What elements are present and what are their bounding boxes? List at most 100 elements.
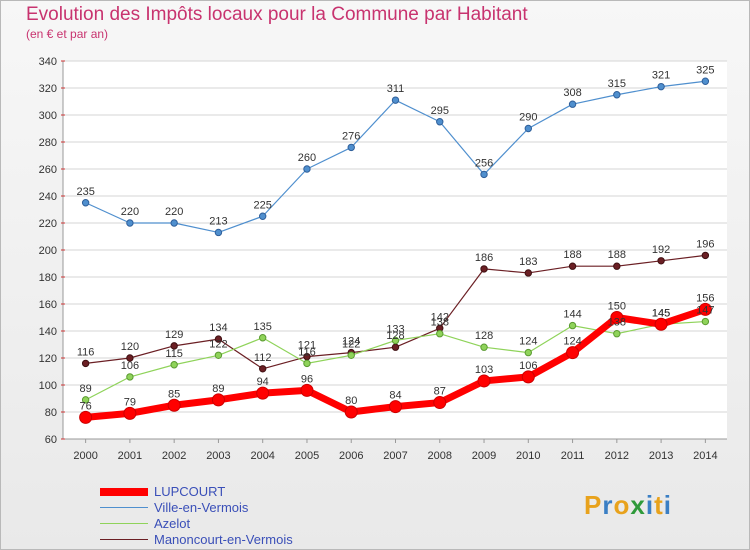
y-tick-label: 220 [39,218,57,230]
data-point [568,262,577,270]
x-tick-label: 2010 [516,450,540,462]
data-label: 315 [608,78,626,90]
x-tick-label: 2002 [162,450,186,462]
logo-letter: t [654,490,664,520]
data-point [344,405,358,419]
data-label: 120 [121,341,139,353]
logo-letter: i [663,490,672,520]
data-label: 144 [563,309,581,321]
data-label: 129 [165,329,183,341]
y-tick-label: 180 [39,272,57,284]
legend-swatch [100,488,148,496]
data-point [256,386,270,400]
data-label: 115 [165,348,183,360]
y-tick-label: 320 [39,83,57,95]
data-label: 128 [475,330,493,342]
data-label: 142 [431,311,449,323]
data-point [657,82,665,91]
data-label: 150 [608,301,626,313]
data-label: 89 [80,383,92,395]
data-label: 295 [431,105,449,117]
y-tick-label: 280 [39,137,57,149]
data-label: 188 [608,249,626,261]
data-point [214,228,223,237]
data-label: 87 [434,386,446,398]
data-label: 308 [563,87,581,99]
x-tick-label: 2005 [295,450,319,462]
legend-swatch [100,523,148,525]
data-point [259,365,267,373]
data-point [524,124,532,133]
data-point [126,219,134,227]
data-label: 133 [386,323,404,335]
data-label: 94 [257,376,269,388]
x-tick-label: 2008 [428,450,452,462]
legend-label: LUPCOURT [154,484,226,499]
data-label: 96 [301,373,313,385]
data-label: 147 [696,305,714,317]
data-label: 138 [608,317,626,329]
data-label: 84 [389,390,401,402]
x-tick-label: 2013 [649,450,673,462]
proxiti-logo: Proxiti [584,490,672,521]
data-point [347,351,355,359]
data-point [477,374,491,388]
data-label: 116 [77,346,95,358]
data-label: 89 [212,383,224,395]
data-label: 85 [168,388,180,400]
x-tick-label: 2000 [73,450,97,462]
logo-letter: x [630,490,646,520]
x-tick-label: 2007 [383,450,407,462]
y-tick-label: 260 [39,164,57,176]
data-label: 124 [563,336,581,348]
data-point [524,269,532,277]
data-label: 124 [519,336,537,348]
x-tick-label: 2011 [561,450,585,462]
data-label: 103 [475,364,493,376]
data-point [613,91,621,99]
data-label: 76 [80,400,92,412]
data-label: 225 [254,199,272,211]
data-label: 192 [652,244,670,256]
legend-item: Azelot [100,516,420,532]
data-point [524,348,532,357]
chart-title: Evolution des Impôts locaux pour la Comm… [26,4,528,25]
data-label: 188 [563,249,581,261]
data-label: 135 [254,321,272,333]
data-point [391,343,400,351]
data-label: 122 [342,338,360,350]
data-point [480,343,488,351]
x-tick-label: 2012 [605,450,629,462]
data-label: 256 [475,157,493,169]
y-tick-label: 140 [39,326,57,338]
data-point [79,410,93,424]
data-point [701,317,710,326]
data-point [701,251,710,260]
data-point [436,330,444,338]
data-label: 106 [519,360,537,372]
data-point [259,212,267,220]
data-point [480,170,488,179]
data-point [657,257,665,265]
data-label: 276 [342,130,360,142]
data-label: 156 [696,292,714,304]
data-point [126,373,134,381]
data-point [259,334,267,342]
data-point [123,406,137,420]
y-tick-label: 80 [45,407,57,419]
x-tick-label: 2001 [118,450,142,462]
data-point [521,370,535,384]
data-point [170,361,178,369]
data-label: 183 [519,256,537,268]
data-point [214,335,223,343]
logo-letter: i [645,490,655,520]
data-point [391,96,400,104]
y-tick-label: 160 [39,299,57,311]
data-label: 145 [652,307,670,319]
data-label: 186 [475,252,493,264]
data-point [389,400,402,414]
data-label: 220 [121,206,139,218]
legend-item: LUPCOURT [100,484,420,500]
legend-swatch [100,539,148,541]
